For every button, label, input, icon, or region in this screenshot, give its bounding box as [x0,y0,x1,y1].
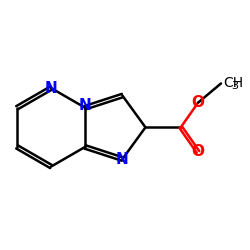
Text: 3: 3 [231,81,238,91]
Text: N: N [79,98,92,113]
Text: O: O [192,144,204,160]
Text: N: N [116,152,129,166]
Text: CH: CH [223,76,243,90]
Text: N: N [45,80,58,96]
Text: O: O [192,95,204,110]
